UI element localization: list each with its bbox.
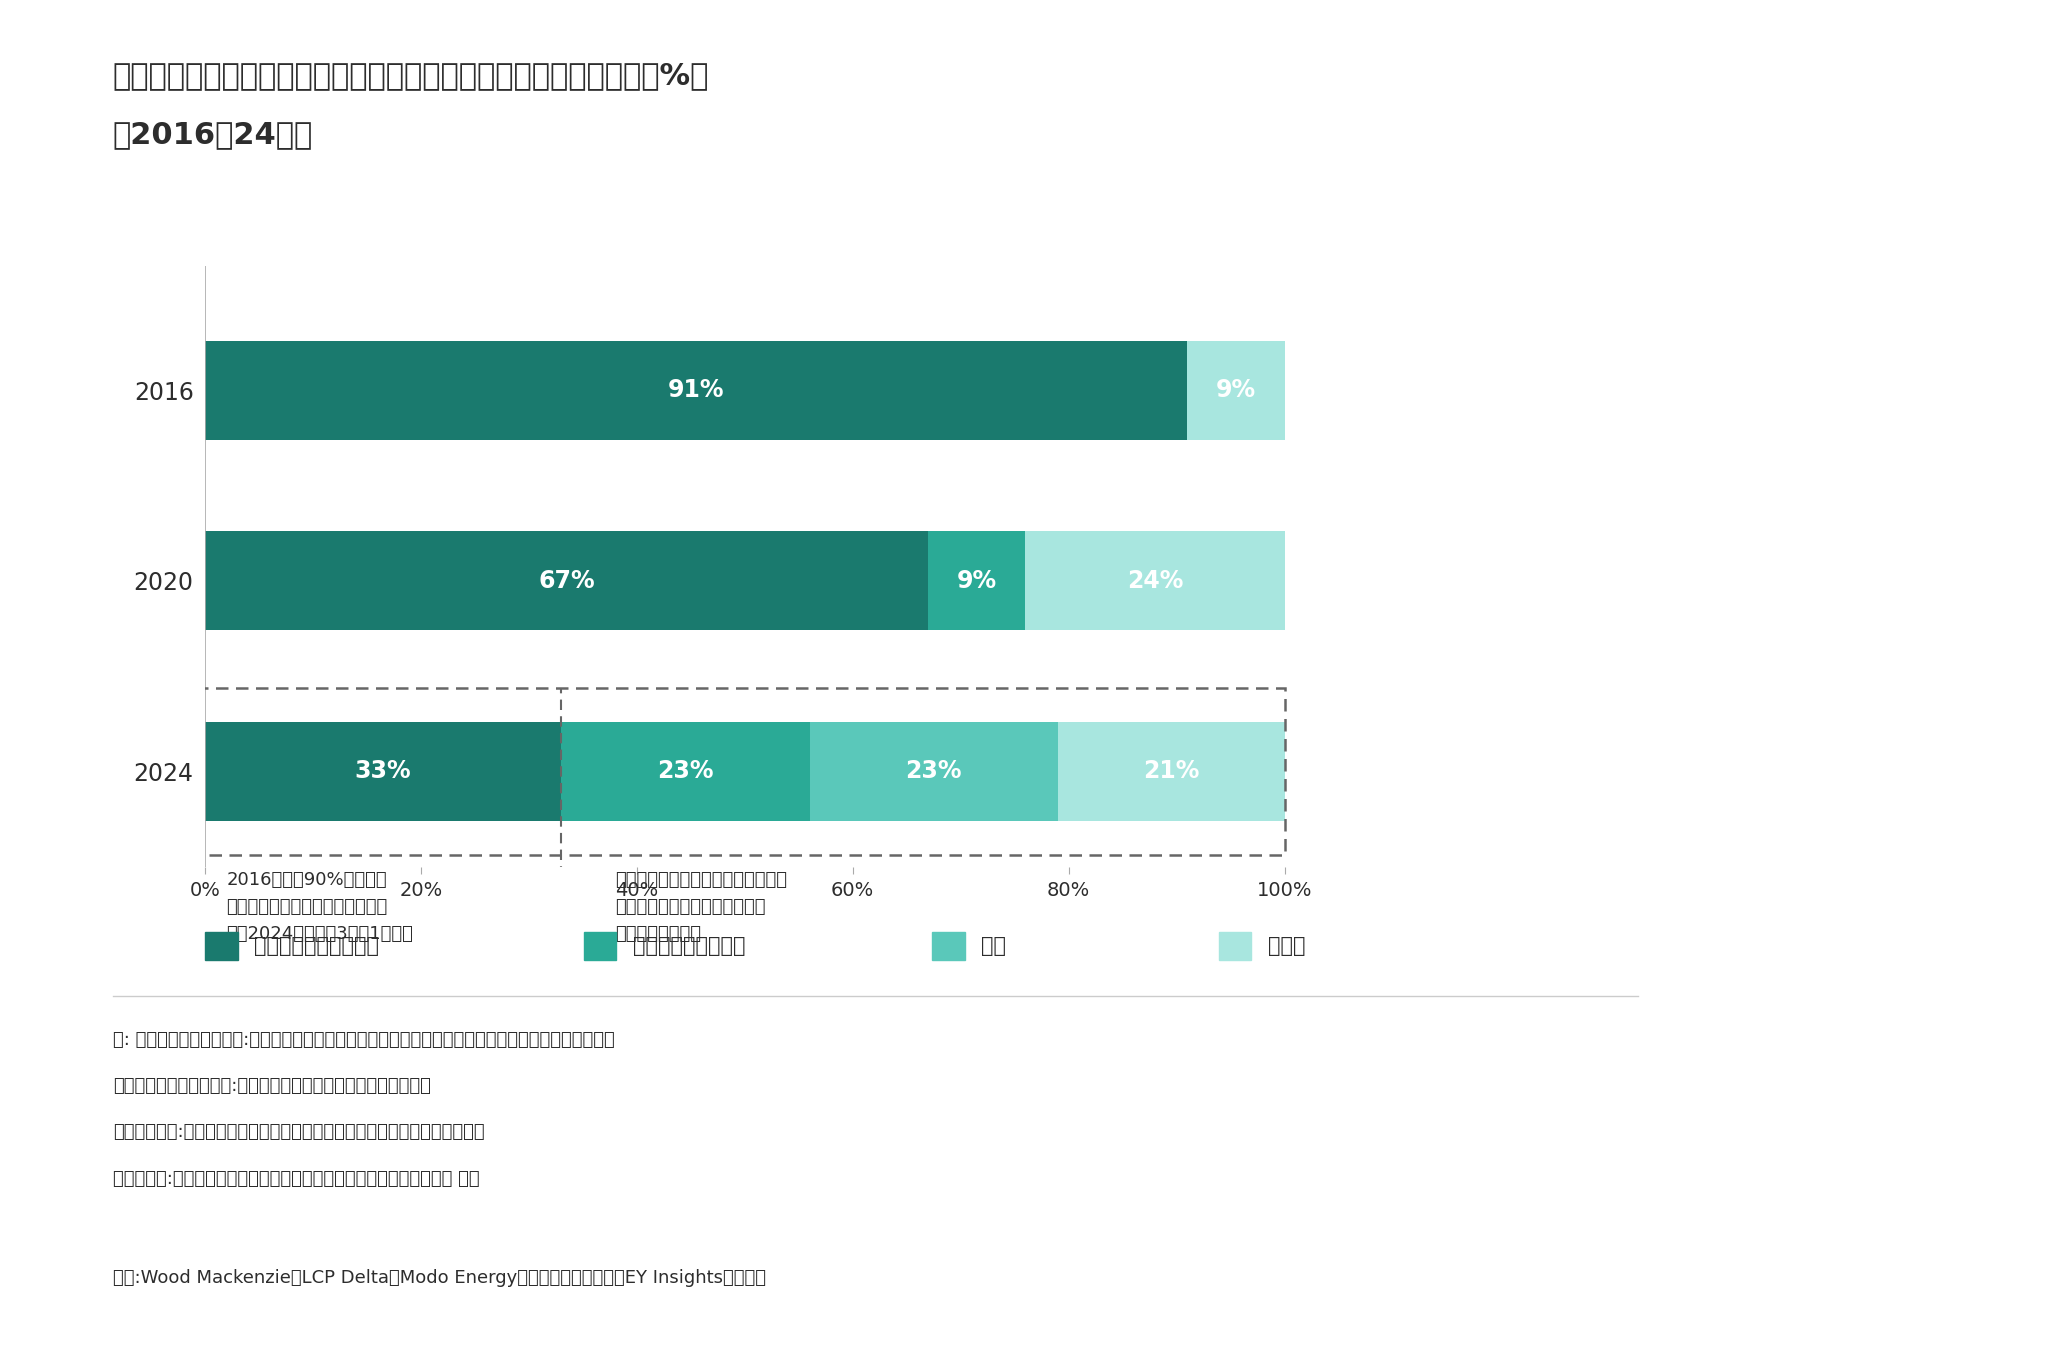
Text: 23%: 23% bbox=[905, 759, 963, 784]
Text: 91%: 91% bbox=[668, 378, 725, 403]
Bar bbox=[205, 531, 928, 631]
Bar bbox=[205, 722, 561, 820]
Bar bbox=[1059, 722, 1284, 820]
Text: 23%: 23% bbox=[657, 759, 713, 784]
Text: その他:エネルギー取引、電力バックアップ、安定化とランプ制御 など: その他:エネルギー取引、電力バックアップ、安定化とランプ制御 など bbox=[113, 1170, 479, 1188]
Text: 容量市場:利用可能な容量を保証することで、系統の安定性を向上させる: 容量市場:利用可能な容量を保証することで、系統の安定性を向上させる bbox=[113, 1123, 483, 1141]
Text: （2016〜24年）: （2016〜24年） bbox=[113, 120, 313, 149]
Text: 注: アンシラリーサービス:周波数規制、電圧制御、無効電力サポートや予備容量に関するサービスなど: 注: アンシラリーサービス:周波数規制、電圧制御、無効電力サポートや予備容量に関… bbox=[113, 1031, 614, 1048]
Text: 21%: 21% bbox=[1143, 759, 1200, 784]
Text: 容量: 容量 bbox=[981, 936, 1006, 956]
Text: その他: その他 bbox=[1268, 936, 1305, 956]
Bar bbox=[1188, 340, 1284, 440]
Text: アンシラリーサービス、エネルギー
裁定取引、容量の各市場収益の
均衡が進んでいる: アンシラリーサービス、エネルギー 裁定取引、容量の各市場収益の 均衡が進んでいる bbox=[614, 871, 786, 943]
Bar bbox=[809, 722, 1059, 820]
Text: エネルギー裁定取引: エネルギー裁定取引 bbox=[633, 936, 745, 956]
Bar bbox=[1026, 531, 1284, 631]
Text: 67%: 67% bbox=[539, 569, 594, 592]
Bar bbox=[205, 340, 1188, 440]
Bar bbox=[561, 722, 809, 820]
Text: 出所:Wood Mackenzie、LCP Delta、Modo Energyから入手したデータをEY Insightsにて分析: 出所:Wood Mackenzie、LCP Delta、Modo Energyか… bbox=[113, 1269, 766, 1287]
Text: 2016年には90%超だった
アンシラリーサービスからの収益
は、2024年には約3分の1に減少: 2016年には90%超だった アンシラリーサービスからの収益 は、2024年には… bbox=[227, 871, 414, 943]
Text: 欧州のバッテリーエネルギー貯蔵における各市場収益の積み上げ（%）: 欧州のバッテリーエネルギー貯蔵における各市場収益の積み上げ（%） bbox=[113, 61, 709, 90]
Text: 33%: 33% bbox=[354, 759, 412, 784]
Text: 9%: 9% bbox=[956, 569, 997, 592]
Bar bbox=[188, 688, 1284, 856]
Bar bbox=[928, 531, 1026, 631]
Text: 24%: 24% bbox=[1126, 569, 1184, 592]
Text: エネルギー裁定取引:需要価格の相違から利益を得る電力取引: エネルギー裁定取引:需要価格の相違から利益を得る電力取引 bbox=[113, 1077, 430, 1095]
Text: アンシラリーサービス: アンシラリーサービス bbox=[254, 936, 379, 956]
Text: 9%: 9% bbox=[1217, 378, 1255, 403]
